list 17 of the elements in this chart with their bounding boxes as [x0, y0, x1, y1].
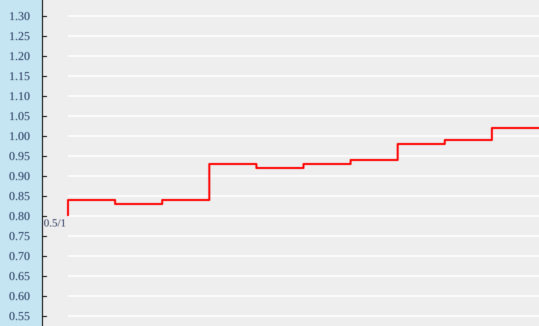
y-tick-label: 0.80: [9, 209, 30, 223]
y-tick-label: 0.95: [9, 149, 30, 163]
y-tick-label: 1.00: [9, 129, 30, 143]
y-tick-label: 1.15: [9, 69, 30, 83]
y-tick-label: 1.05: [9, 109, 30, 123]
y-tick-label: 0.90: [9, 169, 30, 183]
y-tick-label: 0.65: [9, 269, 30, 283]
y-tick-label: 0.75: [9, 229, 30, 243]
y-tick-label: 0.70: [9, 249, 30, 263]
y-tick-label: 1.25: [9, 29, 30, 43]
text: 0.5/1: [44, 218, 66, 230]
y-tick-label: 1.20: [9, 49, 30, 63]
y-tick-label: 0.60: [9, 289, 30, 303]
y-tick-label: 0.85: [9, 189, 30, 203]
y-tick-label: 1.30: [9, 9, 30, 23]
y-tick-label: 1.10: [9, 89, 30, 103]
y-tick-label: 0.55: [9, 309, 30, 323]
